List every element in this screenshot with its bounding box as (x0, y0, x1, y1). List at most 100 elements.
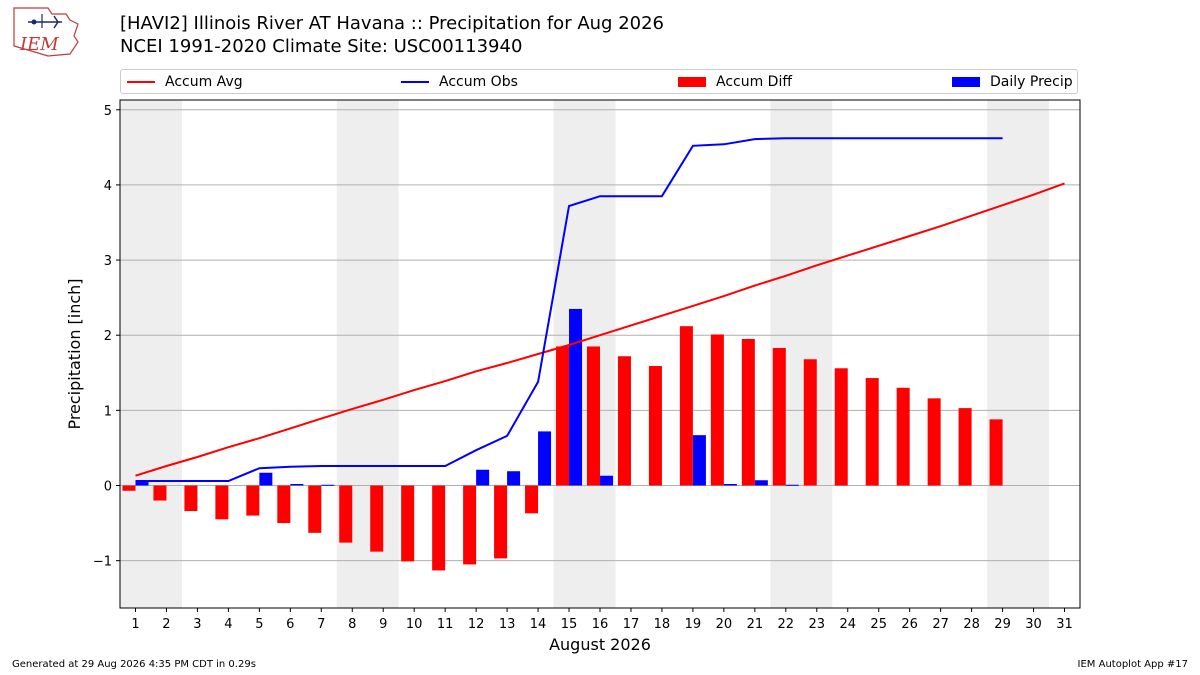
accum-diff-bar (184, 485, 198, 512)
legend-swatch-daily-precip (952, 77, 980, 87)
x-tick-label: 30 (1025, 617, 1042, 632)
x-tick-label: 19 (685, 617, 702, 632)
x-tick-label: 26 (901, 617, 918, 632)
x-tick-label: 25 (870, 617, 887, 632)
legend-item-accum-avg: Accum Avg (127, 73, 243, 91)
accum-diff-bar (710, 334, 724, 486)
accum-diff-bar (370, 485, 384, 552)
x-tick-label: 14 (530, 617, 547, 632)
accum-diff-bar (834, 368, 848, 486)
accum-diff-bar (617, 356, 631, 486)
x-tick-label: 31 (1056, 617, 1073, 632)
footer-generated: Generated at 29 Aug 2026 4:35 PM CDT in … (12, 659, 256, 670)
accum-diff-bar (679, 326, 693, 486)
y-tick-label: −1 (93, 555, 112, 570)
accum-diff-bar (958, 408, 972, 486)
daily-precip-bar (569, 308, 583, 486)
accum-diff-bar (494, 485, 508, 559)
accum-diff-bar (803, 359, 817, 486)
legend-swatch-accum-obs (401, 81, 429, 83)
x-tick-label: 27 (932, 617, 949, 632)
accum-diff-bar (308, 485, 322, 533)
accum-diff-bar (648, 366, 662, 486)
chart-legend: Accum Avg Accum Obs Accum Diff Daily Pre… (120, 69, 1078, 94)
chart-title: [HAVI2] Illinois River AT Havana :: Prec… (120, 12, 664, 58)
plot-frame (119, 99, 1081, 609)
x-axis-label: August 2026 (549, 635, 651, 654)
x-tick-label: 15 (561, 617, 578, 632)
legend-label-accum-avg: Accum Avg (165, 74, 243, 90)
weekend-shade (987, 100, 1050, 608)
accum-obs-line (135, 137, 1003, 482)
daily-precip-bar (476, 469, 490, 486)
y-tick-label: 4 (104, 179, 112, 194)
accum-diff-bar (989, 419, 1003, 486)
daily-precip-bar (754, 480, 768, 486)
x-tick-label: 23 (809, 617, 826, 632)
y-tick-label: 3 (104, 254, 112, 269)
x-tick-label: 22 (778, 617, 795, 632)
legend-item-accum-diff: Accum Diff (678, 73, 792, 91)
weekend-shade (120, 100, 182, 608)
logo-text: IEM (19, 34, 59, 55)
title-line-2: NCEI 1991-2020 Climate Site: USC00113940 (120, 36, 523, 57)
daily-precip-bar (785, 484, 799, 486)
x-tick-label: 1 (131, 617, 139, 632)
daily-precip-bar (692, 435, 706, 486)
x-tick-label: 5 (255, 617, 263, 632)
y-tick-label: 5 (104, 104, 112, 119)
x-tick-label: 16 (592, 617, 609, 632)
x-tick-label: 9 (379, 617, 387, 632)
legend-label-daily-precip: Daily Precip (990, 74, 1073, 90)
daily-precip-bar (290, 484, 304, 486)
x-tick-label: 8 (348, 617, 356, 632)
daily-precip-bar (259, 472, 273, 486)
x-tick-label: 29 (994, 617, 1011, 632)
x-tick-label: 6 (286, 617, 294, 632)
accum-diff-bar (865, 378, 879, 486)
daily-precip-bar (135, 481, 149, 486)
accum-diff-bar (122, 485, 136, 491)
y-tick-label: 2 (104, 329, 112, 344)
accum-diff-bar (277, 485, 291, 524)
x-tick-label: 17 (623, 617, 640, 632)
x-tick-label: 7 (317, 617, 325, 632)
x-tick-label: 18 (654, 617, 671, 632)
daily-precip-bar (507, 471, 521, 486)
accum-diff-bar (432, 485, 446, 571)
x-tick-label: 13 (499, 617, 516, 632)
footer-app: IEM Autoplot App #17 (1077, 659, 1188, 670)
legend-swatch-accum-diff (678, 77, 706, 87)
accum-diff-bar (556, 346, 570, 486)
title-line-1: [HAVI2] Illinois River AT Havana :: Prec… (120, 13, 664, 34)
accum-diff-bar (586, 346, 600, 486)
daily-precip-bar (723, 484, 737, 486)
accum-diff-bar (215, 485, 229, 520)
accum-diff-bar (896, 387, 910, 486)
y-axis-label: Precipitation [inch] (65, 278, 84, 429)
legend-swatch-accum-avg (127, 81, 155, 83)
accum-diff-bar (463, 485, 477, 565)
accum-diff-bar (401, 485, 415, 562)
y-tick-label: 0 (104, 480, 112, 495)
accum-diff-bar (339, 485, 353, 543)
accum-diff-bar (927, 398, 941, 486)
x-tick-label: 20 (716, 617, 733, 632)
x-tick-label: 11 (437, 617, 454, 632)
iem-logo: IEM (13, 7, 79, 57)
x-tick-label: 3 (193, 617, 201, 632)
accum-diff-bar (772, 347, 786, 486)
x-tick-label: 4 (224, 617, 232, 632)
legend-item-daily-precip: Daily Precip (952, 73, 1073, 91)
accum-diff-bar (246, 485, 260, 516)
y-tick-label: 1 (104, 404, 112, 419)
x-tick-label: 2 (162, 617, 170, 632)
x-tick-label: 24 (839, 617, 856, 632)
daily-precip-bar (321, 484, 335, 486)
x-tick-label: 10 (406, 617, 423, 632)
legend-label-accum-diff: Accum Diff (716, 74, 793, 90)
accum-diff-bar (525, 485, 539, 514)
legend-label-accum-obs: Accum Obs (439, 74, 518, 90)
accum-avg-line (135, 182, 1065, 477)
